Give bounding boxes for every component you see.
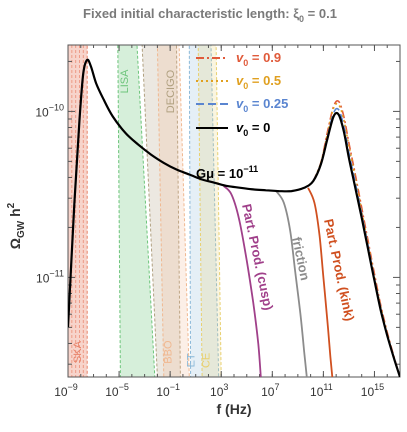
x-tick-label: 10−5 (105, 382, 129, 399)
band-label-decigo: DECIGO (165, 69, 177, 113)
x-tick-label: 10−1 (156, 382, 180, 399)
band-label-ska: SKA (72, 340, 84, 363)
y-tick-label: 10−11 (36, 268, 64, 285)
x-tick-label: 103 (210, 382, 228, 399)
axis-ticks: 10−9 10−5 10−1 103 107 1011 1015 10−10 10−11 (35, 45, 401, 399)
cutoff-labels: Part. Prod. (cusp) friction Part. Prod. (k… (239, 203, 357, 323)
band-decigo (141, 45, 181, 377)
band-bbo (156, 45, 190, 377)
legend: v0 = 0.9 v0 = 0.5 v0 = 0.25 v0 = 0 (196, 50, 288, 138)
band-lisa (117, 45, 156, 377)
band-label-bbo: BBO (162, 340, 174, 364)
band-ce (197, 45, 222, 377)
chart-title: Fixed initial characteristic length: ξ0 … (83, 6, 337, 24)
x-tick-label: 10−9 (54, 382, 78, 399)
curve-kink (307, 187, 334, 377)
y-axis-title: ΩGW h2 (6, 202, 27, 249)
gmu-annotation: Gμ = 10−11 (196, 164, 258, 181)
plot-frame (67, 44, 401, 378)
curve-friction (275, 190, 308, 377)
x-tick-label: 1015 (361, 382, 384, 399)
band-ska (68, 45, 88, 377)
band-label-ce: CE (201, 353, 213, 368)
band-label-et: ET (185, 353, 197, 367)
x-tick-label: 107 (261, 382, 279, 399)
curves (68, 58, 400, 377)
legend-label-3: v0 = 0 (236, 120, 270, 138)
cutoff-label-0: Part. Prod. (cusp) (239, 203, 276, 312)
curve-main (68, 58, 400, 377)
cutoff-label-1: friction (289, 236, 313, 282)
curve-cusp (223, 185, 262, 377)
x-tick-label: 1011 (310, 382, 333, 399)
legend-label-0: v0 = 0.9 (236, 50, 281, 68)
x-axis-title: f (Hz) (217, 401, 252, 417)
y-tick-label: 10−10 (35, 102, 64, 119)
band-labels: SKA LISA DECIGO BBO ET CE (72, 69, 213, 368)
band-label-lisa: LISA (119, 69, 131, 94)
legend-label-1: v0 = 0.5 (236, 73, 281, 91)
detector-bands (68, 45, 222, 377)
legend-label-2: v0 = 0.25 (236, 96, 288, 114)
